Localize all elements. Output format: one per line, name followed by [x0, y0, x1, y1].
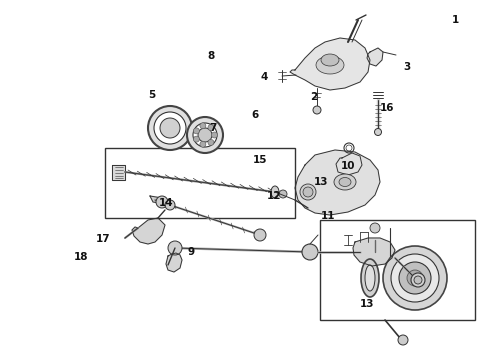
- Text: 3: 3: [403, 62, 410, 72]
- Circle shape: [300, 184, 316, 200]
- Circle shape: [407, 270, 423, 286]
- Circle shape: [208, 139, 214, 145]
- Ellipse shape: [374, 129, 382, 135]
- Circle shape: [212, 132, 218, 138]
- Polygon shape: [336, 153, 362, 175]
- Circle shape: [200, 123, 206, 129]
- Text: 12: 12: [267, 191, 282, 201]
- Circle shape: [313, 106, 321, 114]
- Polygon shape: [112, 165, 125, 180]
- Circle shape: [194, 136, 199, 142]
- Circle shape: [303, 187, 313, 197]
- Circle shape: [148, 106, 192, 150]
- Ellipse shape: [316, 56, 344, 74]
- Circle shape: [160, 118, 180, 138]
- Bar: [320, 220, 475, 320]
- Circle shape: [279, 190, 287, 198]
- Polygon shape: [367, 48, 383, 66]
- Ellipse shape: [334, 174, 356, 190]
- Circle shape: [398, 335, 408, 345]
- Text: 6: 6: [251, 110, 258, 120]
- Circle shape: [254, 229, 266, 241]
- Text: 17: 17: [96, 234, 110, 244]
- Text: 13: 13: [314, 177, 328, 187]
- Circle shape: [208, 125, 214, 131]
- Ellipse shape: [321, 54, 339, 66]
- Circle shape: [391, 254, 439, 302]
- Ellipse shape: [271, 186, 279, 198]
- Circle shape: [302, 244, 318, 260]
- Circle shape: [193, 123, 217, 147]
- Polygon shape: [353, 238, 395, 266]
- Text: 8: 8: [207, 51, 214, 61]
- Circle shape: [156, 196, 168, 208]
- Text: 5: 5: [148, 90, 155, 100]
- Polygon shape: [132, 218, 165, 244]
- Text: 1: 1: [452, 15, 459, 25]
- Polygon shape: [295, 150, 380, 215]
- Circle shape: [414, 276, 422, 284]
- Circle shape: [154, 112, 186, 144]
- Text: 18: 18: [74, 252, 88, 262]
- Text: 10: 10: [341, 161, 355, 171]
- Text: 2: 2: [310, 92, 317, 102]
- Polygon shape: [166, 253, 182, 272]
- Ellipse shape: [339, 177, 351, 186]
- Text: 16: 16: [380, 103, 394, 113]
- Bar: [105, 148, 295, 218]
- Text: 11: 11: [321, 211, 336, 221]
- Text: 9: 9: [188, 247, 195, 257]
- Text: 7: 7: [209, 123, 217, 133]
- Circle shape: [411, 273, 425, 287]
- Circle shape: [200, 141, 206, 147]
- Text: 13: 13: [360, 299, 375, 309]
- Circle shape: [370, 223, 380, 233]
- Circle shape: [194, 128, 199, 134]
- Circle shape: [399, 262, 431, 294]
- Text: 4: 4: [261, 72, 269, 82]
- Circle shape: [383, 246, 447, 310]
- Circle shape: [168, 241, 182, 255]
- Circle shape: [187, 117, 223, 153]
- Circle shape: [165, 200, 175, 210]
- Ellipse shape: [365, 265, 375, 291]
- Ellipse shape: [361, 259, 379, 297]
- Text: 15: 15: [252, 155, 267, 165]
- Text: 14: 14: [159, 198, 174, 208]
- Circle shape: [198, 128, 212, 142]
- Polygon shape: [150, 196, 165, 204]
- Polygon shape: [290, 38, 370, 90]
